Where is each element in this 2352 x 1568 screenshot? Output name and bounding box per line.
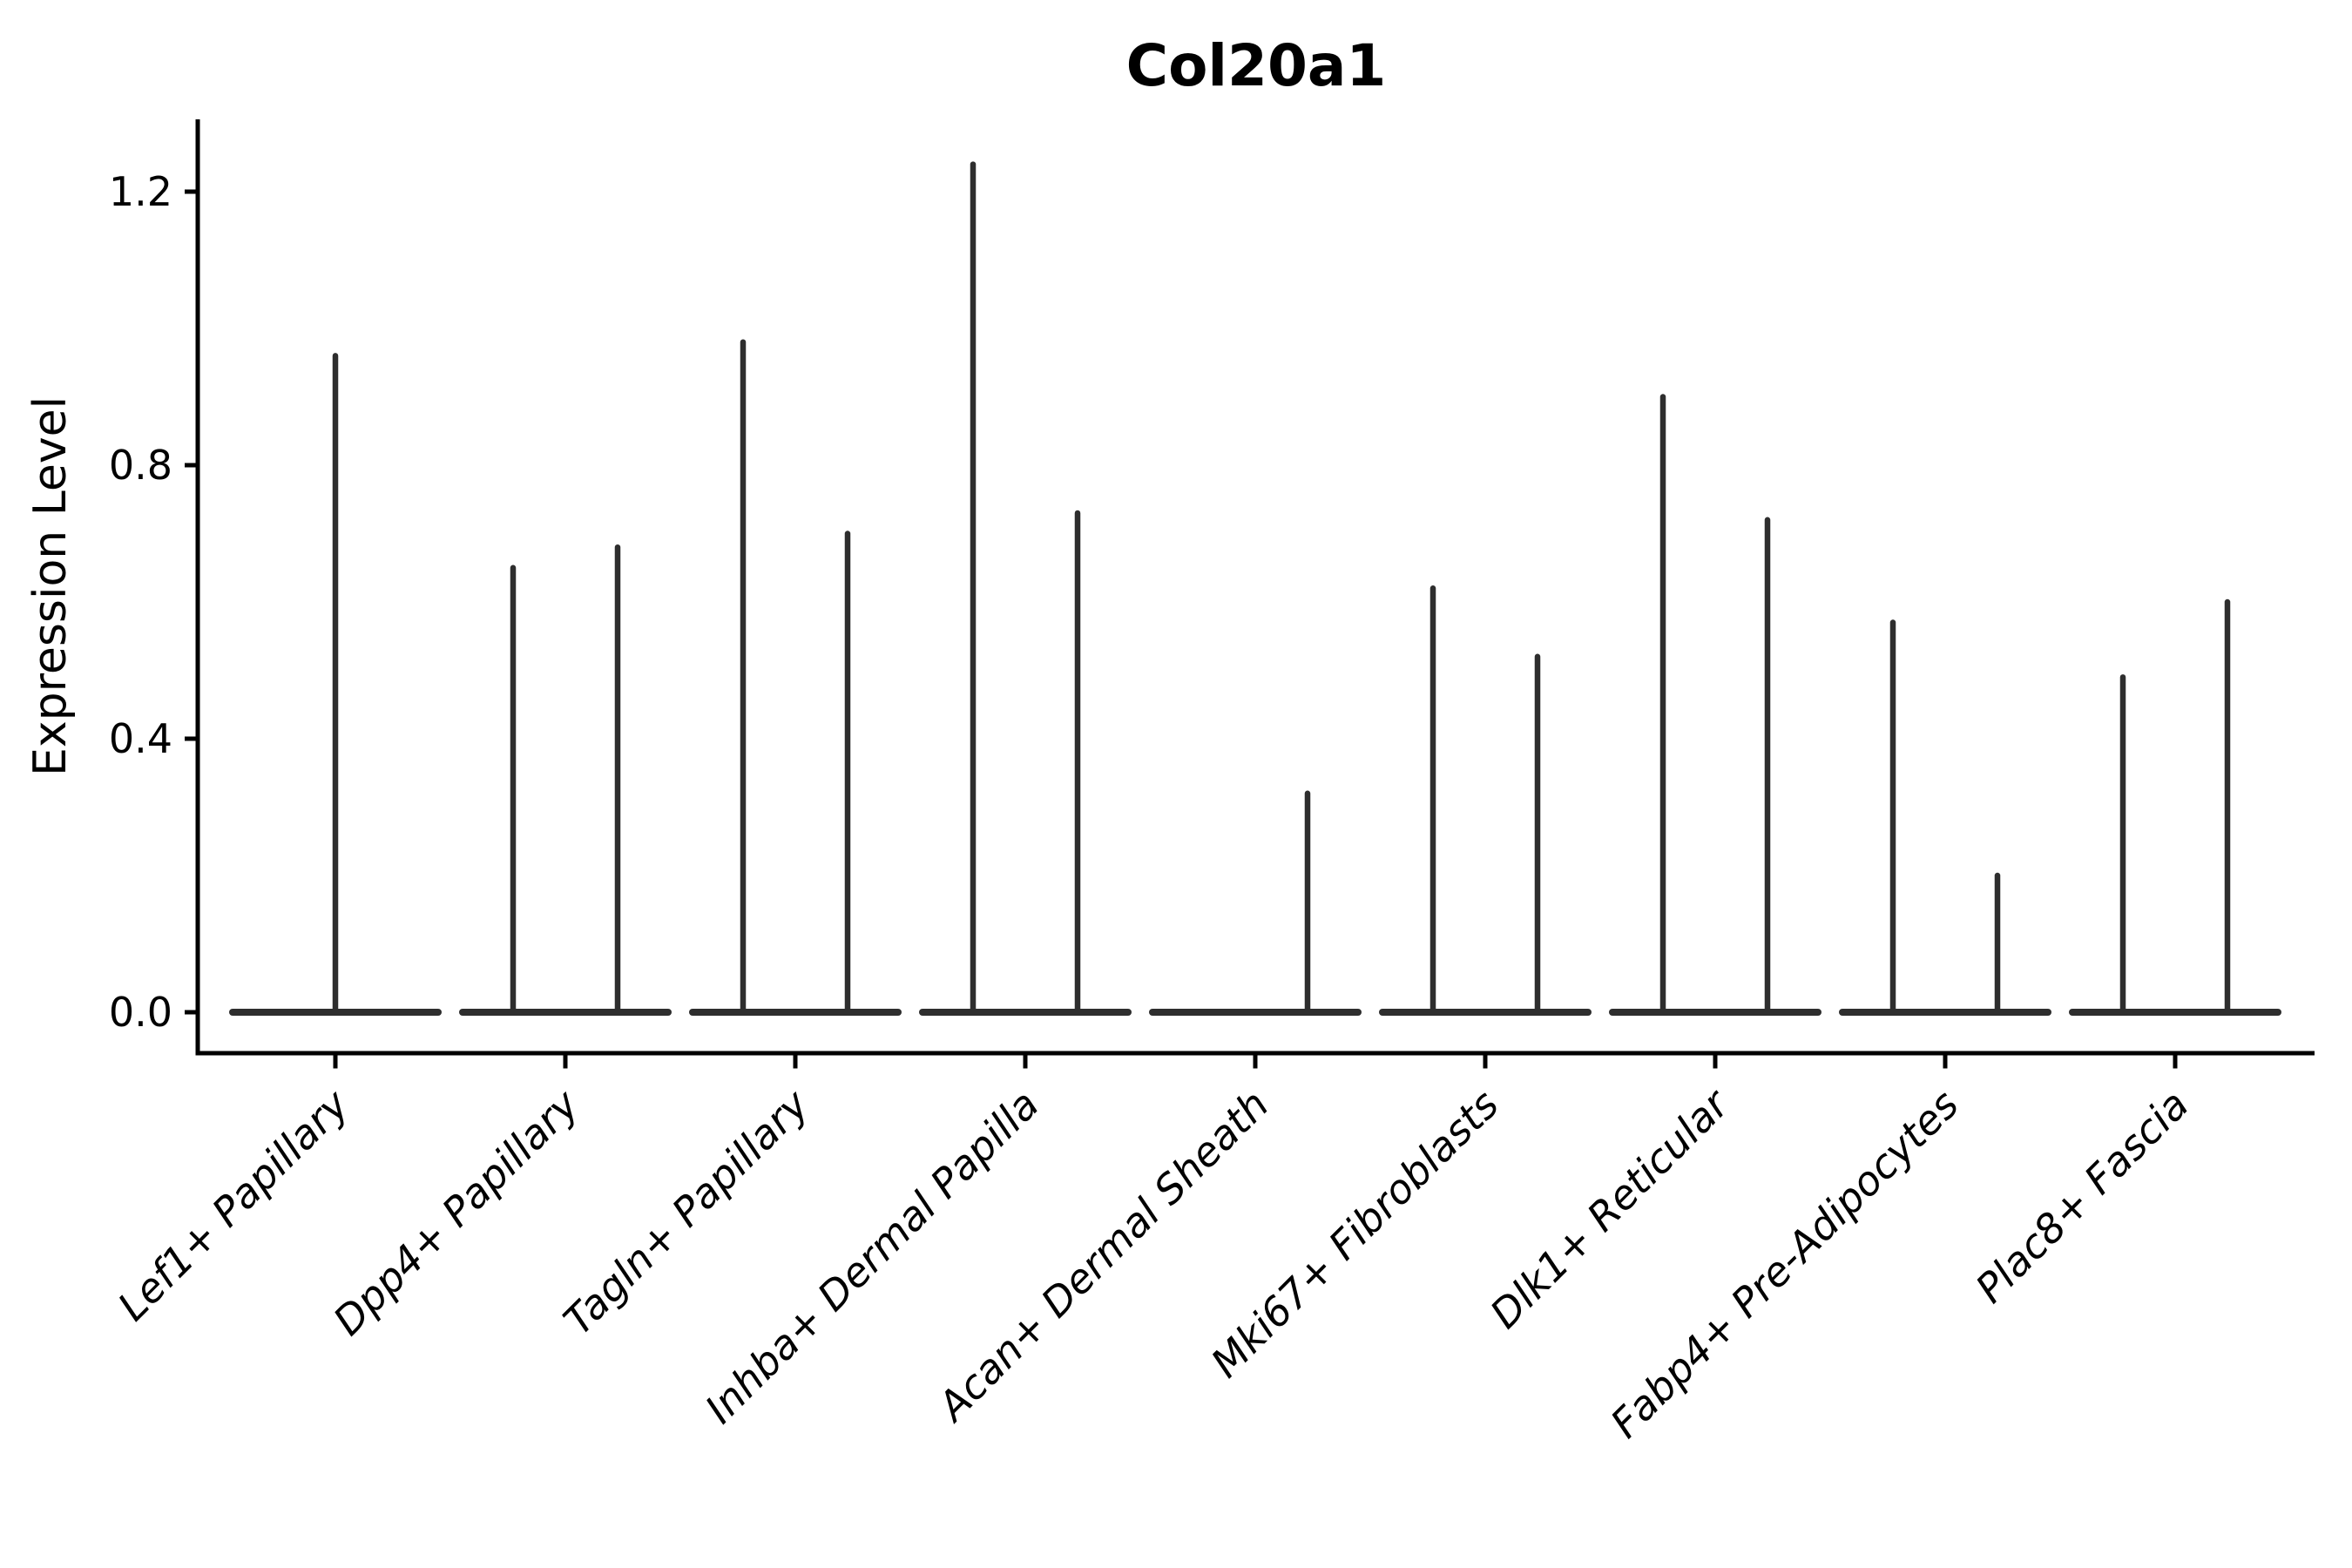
violin-group <box>919 161 1132 1016</box>
chart-title: Col20a1 <box>1126 32 1387 99</box>
violin-group <box>229 353 442 1016</box>
violin-group <box>1839 619 2051 1016</box>
x-tick-label: Plac8+ Fascia <box>1966 1081 2197 1312</box>
y-tick-label: 0.0 <box>109 989 172 1036</box>
violin-group <box>689 339 902 1016</box>
violin-group <box>1379 585 1592 1016</box>
y-axis-title: Expression Level <box>24 396 77 776</box>
x-tick-label: Dpp4+ Papillary <box>324 1080 588 1344</box>
x-tick-label: Dlk1+ Reticular <box>1481 1078 1740 1337</box>
violin-group <box>459 544 672 1016</box>
x-tick-label: Tagln+ Papillary <box>554 1080 818 1344</box>
violin-group <box>1609 394 1821 1016</box>
y-tick-label: 0.4 <box>109 715 172 762</box>
violin-group <box>1149 790 1362 1016</box>
x-tick-label: Lef1+ Papillary <box>109 1080 358 1329</box>
violins-group <box>229 161 2281 1016</box>
y-tick-label: 1.2 <box>109 168 172 215</box>
y-tick-label: 0.8 <box>109 442 172 489</box>
violin-group <box>2069 598 2281 1016</box>
